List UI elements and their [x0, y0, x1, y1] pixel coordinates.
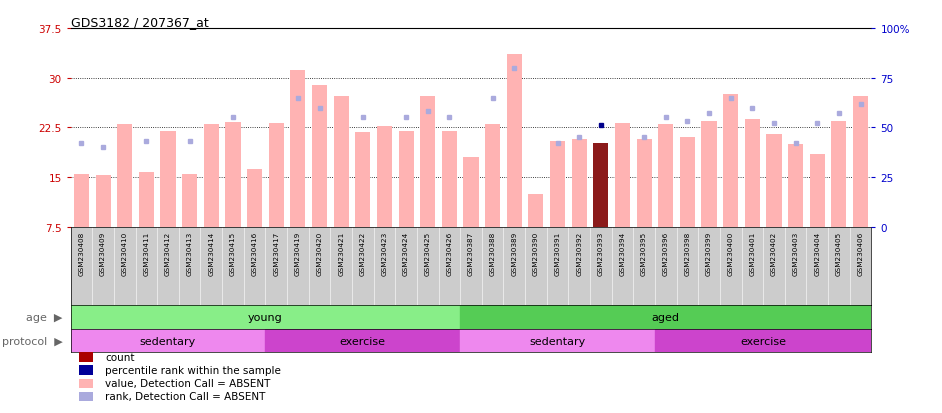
- Bar: [333, 96, 349, 227]
- Text: count: count: [106, 352, 135, 362]
- Text: exercise: exercise: [740, 336, 787, 346]
- Text: GSM230419: GSM230419: [295, 231, 300, 275]
- Text: GSM230394: GSM230394: [620, 231, 625, 275]
- Bar: [572, 139, 587, 227]
- Bar: [810, 154, 825, 227]
- Bar: [377, 127, 392, 227]
- Text: GSM230420: GSM230420: [317, 231, 322, 275]
- Text: GSM230416: GSM230416: [252, 231, 257, 275]
- Text: GSM230387: GSM230387: [468, 231, 474, 275]
- Text: age  ▶: age ▶: [26, 312, 62, 322]
- Text: GSM230408: GSM230408: [78, 231, 85, 275]
- Bar: [78, 353, 93, 362]
- Text: exercise: exercise: [340, 336, 386, 346]
- Text: GSM230421: GSM230421: [338, 231, 344, 275]
- Bar: [71, 306, 461, 329]
- Bar: [528, 194, 544, 227]
- Text: GSM230422: GSM230422: [360, 231, 365, 275]
- Bar: [461, 306, 871, 329]
- Text: GSM230426: GSM230426: [447, 231, 452, 275]
- Bar: [71, 329, 266, 353]
- Text: GSM230410: GSM230410: [122, 231, 128, 275]
- Text: GDS3182 / 207367_at: GDS3182 / 207367_at: [71, 16, 208, 29]
- Bar: [355, 133, 370, 227]
- Text: GSM230414: GSM230414: [208, 231, 215, 275]
- Bar: [268, 123, 284, 227]
- Bar: [637, 139, 652, 227]
- Bar: [160, 132, 175, 227]
- Text: protocol  ▶: protocol ▶: [2, 336, 62, 346]
- Bar: [831, 121, 847, 227]
- Bar: [312, 86, 327, 227]
- Bar: [461, 329, 655, 353]
- Bar: [182, 174, 197, 227]
- Text: percentile rank within the sample: percentile rank within the sample: [106, 366, 281, 375]
- Text: GSM230423: GSM230423: [382, 231, 387, 275]
- Bar: [680, 138, 695, 227]
- Bar: [485, 125, 500, 227]
- Text: GSM230400: GSM230400: [727, 231, 734, 275]
- Bar: [442, 131, 457, 227]
- Bar: [702, 121, 717, 227]
- Bar: [788, 145, 804, 227]
- Bar: [593, 143, 609, 227]
- Bar: [78, 392, 93, 401]
- Text: GSM230405: GSM230405: [836, 231, 842, 275]
- Text: GSM230401: GSM230401: [749, 231, 755, 275]
- Bar: [615, 123, 630, 227]
- Bar: [550, 141, 565, 227]
- Text: aged: aged: [652, 312, 680, 322]
- Text: GSM230390: GSM230390: [533, 231, 539, 275]
- Text: GSM230389: GSM230389: [512, 231, 517, 275]
- Bar: [767, 135, 782, 227]
- Text: GSM230403: GSM230403: [792, 231, 799, 275]
- Bar: [658, 125, 674, 227]
- Text: GSM230395: GSM230395: [642, 231, 647, 275]
- Text: GSM230399: GSM230399: [706, 231, 712, 275]
- Text: GSM230404: GSM230404: [814, 231, 820, 275]
- Text: GSM230388: GSM230388: [490, 231, 495, 275]
- Text: GSM230411: GSM230411: [143, 231, 150, 275]
- Bar: [420, 96, 435, 227]
- Text: GSM230396: GSM230396: [663, 231, 669, 275]
- Bar: [507, 55, 522, 227]
- Text: GSM230415: GSM230415: [230, 231, 236, 275]
- Text: GSM230391: GSM230391: [555, 231, 560, 275]
- Bar: [853, 97, 869, 227]
- Bar: [203, 125, 219, 227]
- Bar: [398, 131, 414, 227]
- Text: GSM230409: GSM230409: [100, 231, 106, 275]
- Bar: [247, 170, 262, 227]
- Text: sedentary: sedentary: [140, 336, 196, 346]
- Text: young: young: [248, 312, 283, 322]
- Bar: [78, 379, 93, 388]
- Text: GSM230412: GSM230412: [165, 231, 171, 275]
- Text: GSM230393: GSM230393: [598, 231, 604, 275]
- Bar: [463, 158, 479, 227]
- Bar: [290, 71, 305, 227]
- Bar: [117, 125, 132, 227]
- Text: GSM230402: GSM230402: [771, 231, 777, 275]
- Text: GSM230398: GSM230398: [685, 231, 690, 275]
- Text: GSM230413: GSM230413: [187, 231, 193, 275]
- Text: rank, Detection Call = ABSENT: rank, Detection Call = ABSENT: [106, 392, 266, 401]
- Bar: [266, 329, 461, 353]
- Text: GSM230406: GSM230406: [857, 231, 864, 275]
- Text: GSM230392: GSM230392: [577, 231, 582, 275]
- Bar: [78, 366, 93, 375]
- Text: value, Detection Call = ABSENT: value, Detection Call = ABSENT: [106, 378, 270, 388]
- Text: GSM230425: GSM230425: [425, 231, 430, 275]
- Text: GSM230417: GSM230417: [273, 231, 279, 275]
- Bar: [723, 95, 739, 227]
- Text: sedentary: sedentary: [529, 336, 586, 346]
- Bar: [138, 172, 154, 227]
- Bar: [95, 176, 111, 227]
- Bar: [745, 119, 760, 227]
- Bar: [73, 174, 89, 227]
- Bar: [225, 123, 240, 227]
- Text: GSM230424: GSM230424: [403, 231, 409, 275]
- Bar: [655, 329, 871, 353]
